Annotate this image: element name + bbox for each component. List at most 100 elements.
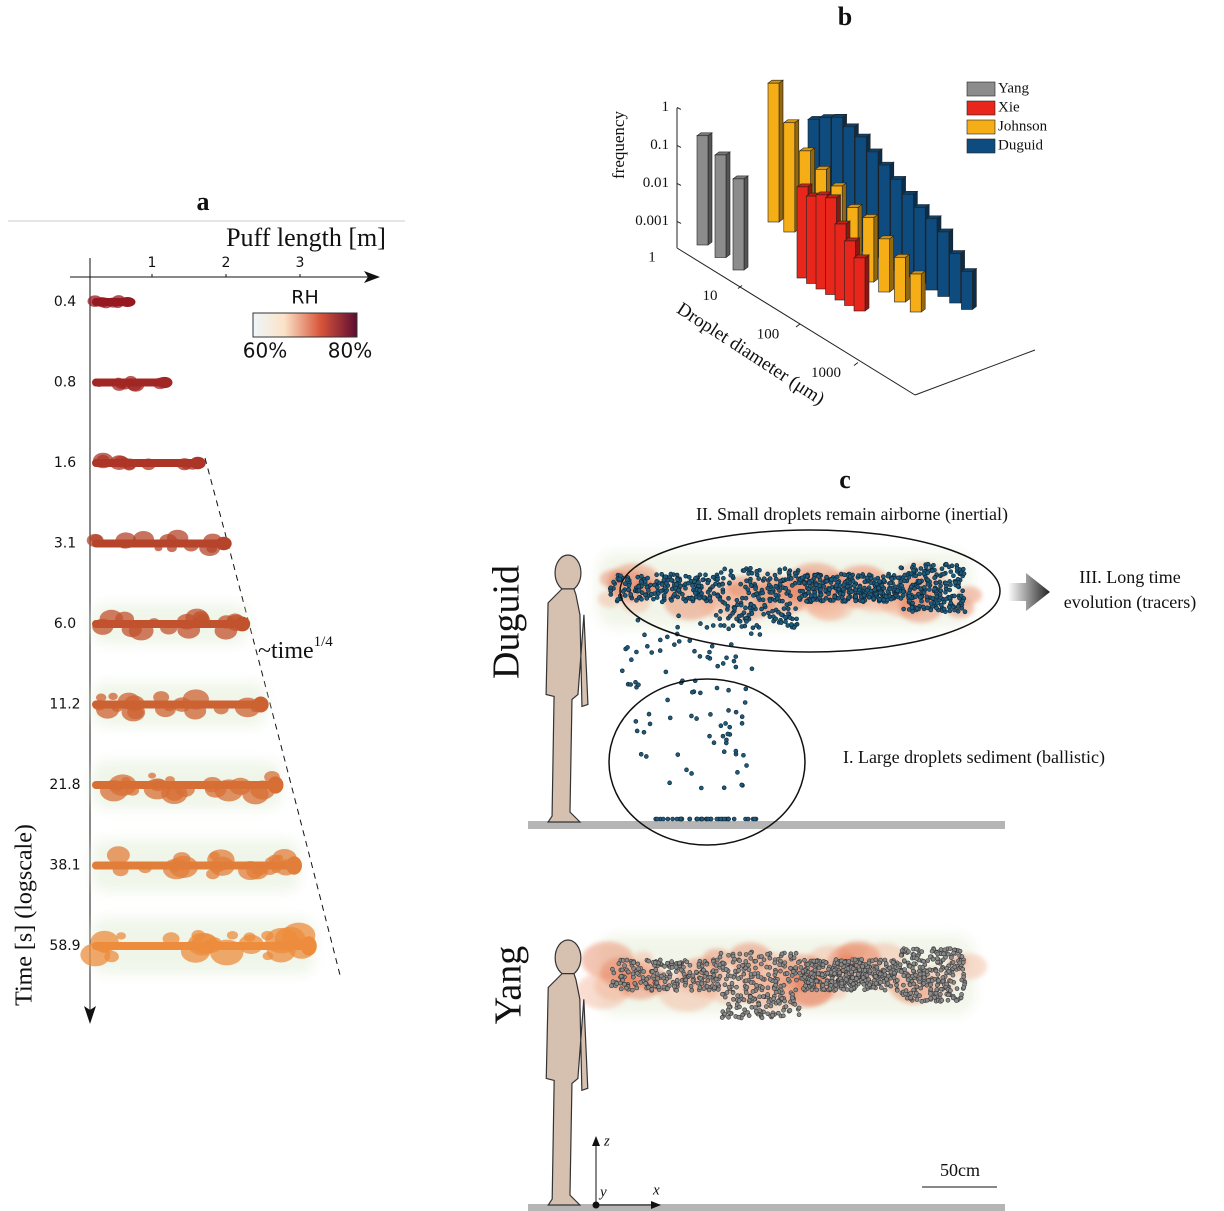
puff-blob (121, 703, 146, 722)
puff-blob (153, 691, 170, 704)
droplet (690, 596, 695, 601)
droplet (741, 971, 747, 977)
droplet (633, 719, 639, 724)
droplet (732, 956, 737, 962)
droplet (842, 572, 847, 578)
droplet (646, 985, 651, 990)
droplet (748, 631, 754, 636)
droplet (725, 1007, 731, 1013)
droplet (860, 964, 865, 969)
droplet (918, 566, 924, 571)
bar-front (853, 257, 866, 312)
droplet (767, 598, 773, 604)
droplet (891, 975, 897, 980)
droplet (908, 584, 914, 590)
droplet (622, 593, 628, 598)
droplet (710, 584, 715, 589)
droplet (824, 578, 830, 584)
droplet (683, 573, 689, 579)
droplet (945, 951, 951, 957)
droplet (951, 950, 956, 956)
droplet (777, 962, 782, 967)
droplet (754, 623, 760, 628)
bar-front (696, 135, 709, 246)
droplet (877, 596, 883, 602)
droplet (746, 962, 751, 968)
droplet (715, 576, 720, 582)
droplet (701, 986, 707, 991)
droplet (941, 606, 947, 612)
bar-front (783, 122, 796, 233)
droplet (704, 984, 710, 989)
droplet (777, 588, 782, 593)
droplet (635, 574, 641, 580)
droplet (697, 985, 703, 990)
droplet (622, 963, 627, 968)
droplet (932, 995, 937, 1000)
puff-blob (121, 777, 131, 785)
droplet (782, 960, 788, 966)
z-axis-label: frequency (609, 111, 628, 179)
droplet (698, 621, 703, 626)
droplet (955, 604, 961, 609)
droplet (804, 573, 810, 579)
droplet (928, 954, 933, 959)
droplet (885, 981, 891, 986)
droplet (949, 955, 954, 960)
droplet (736, 968, 741, 973)
bar (767, 79, 784, 223)
droplet (777, 570, 783, 575)
droplet (819, 972, 825, 978)
droplet (777, 581, 783, 587)
colorbar-title: RH (291, 287, 319, 309)
droplet (659, 582, 665, 587)
droplet (666, 969, 672, 975)
droplet (711, 591, 717, 596)
droplet (772, 572, 778, 578)
droplet (648, 582, 653, 588)
droplet (804, 598, 809, 604)
droplet (856, 972, 861, 977)
droplet (753, 586, 758, 592)
droplet (848, 986, 854, 992)
droplet (646, 588, 651, 593)
scaling-label: ~time1/4 (258, 634, 333, 663)
z-tick-label: 0.1 (650, 137, 669, 153)
droplet (834, 583, 839, 588)
puff (87, 295, 136, 309)
puff-blob (160, 621, 178, 635)
droplet (873, 974, 878, 979)
droplet (639, 596, 644, 602)
droplet (850, 578, 856, 584)
droplet (789, 973, 795, 978)
z-tick (676, 106, 682, 110)
droplet (864, 587, 870, 593)
droplet (641, 729, 647, 735)
droplet (962, 609, 968, 614)
droplet (739, 714, 745, 720)
droplet (658, 637, 663, 643)
droplet (925, 581, 931, 587)
droplet (773, 583, 779, 589)
droplet (960, 598, 966, 604)
droplet (739, 721, 745, 726)
arrow-head (592, 1136, 600, 1146)
droplet (954, 998, 959, 1003)
legend-label: Johnson (998, 118, 1048, 134)
droplet (935, 600, 940, 606)
droplet (733, 664, 739, 670)
x-tick (737, 285, 743, 289)
droplet (684, 959, 690, 965)
droplet (920, 604, 926, 610)
droplet (894, 978, 900, 983)
time-label: 0.8 (54, 375, 76, 391)
puff-head (252, 696, 269, 713)
droplet (662, 964, 667, 969)
droplet (687, 962, 693, 968)
puff-blob (148, 618, 160, 628)
droplet (628, 592, 633, 597)
droplet (748, 980, 754, 985)
droplet (713, 976, 719, 982)
droplet (675, 624, 680, 630)
x-tick (853, 362, 859, 366)
